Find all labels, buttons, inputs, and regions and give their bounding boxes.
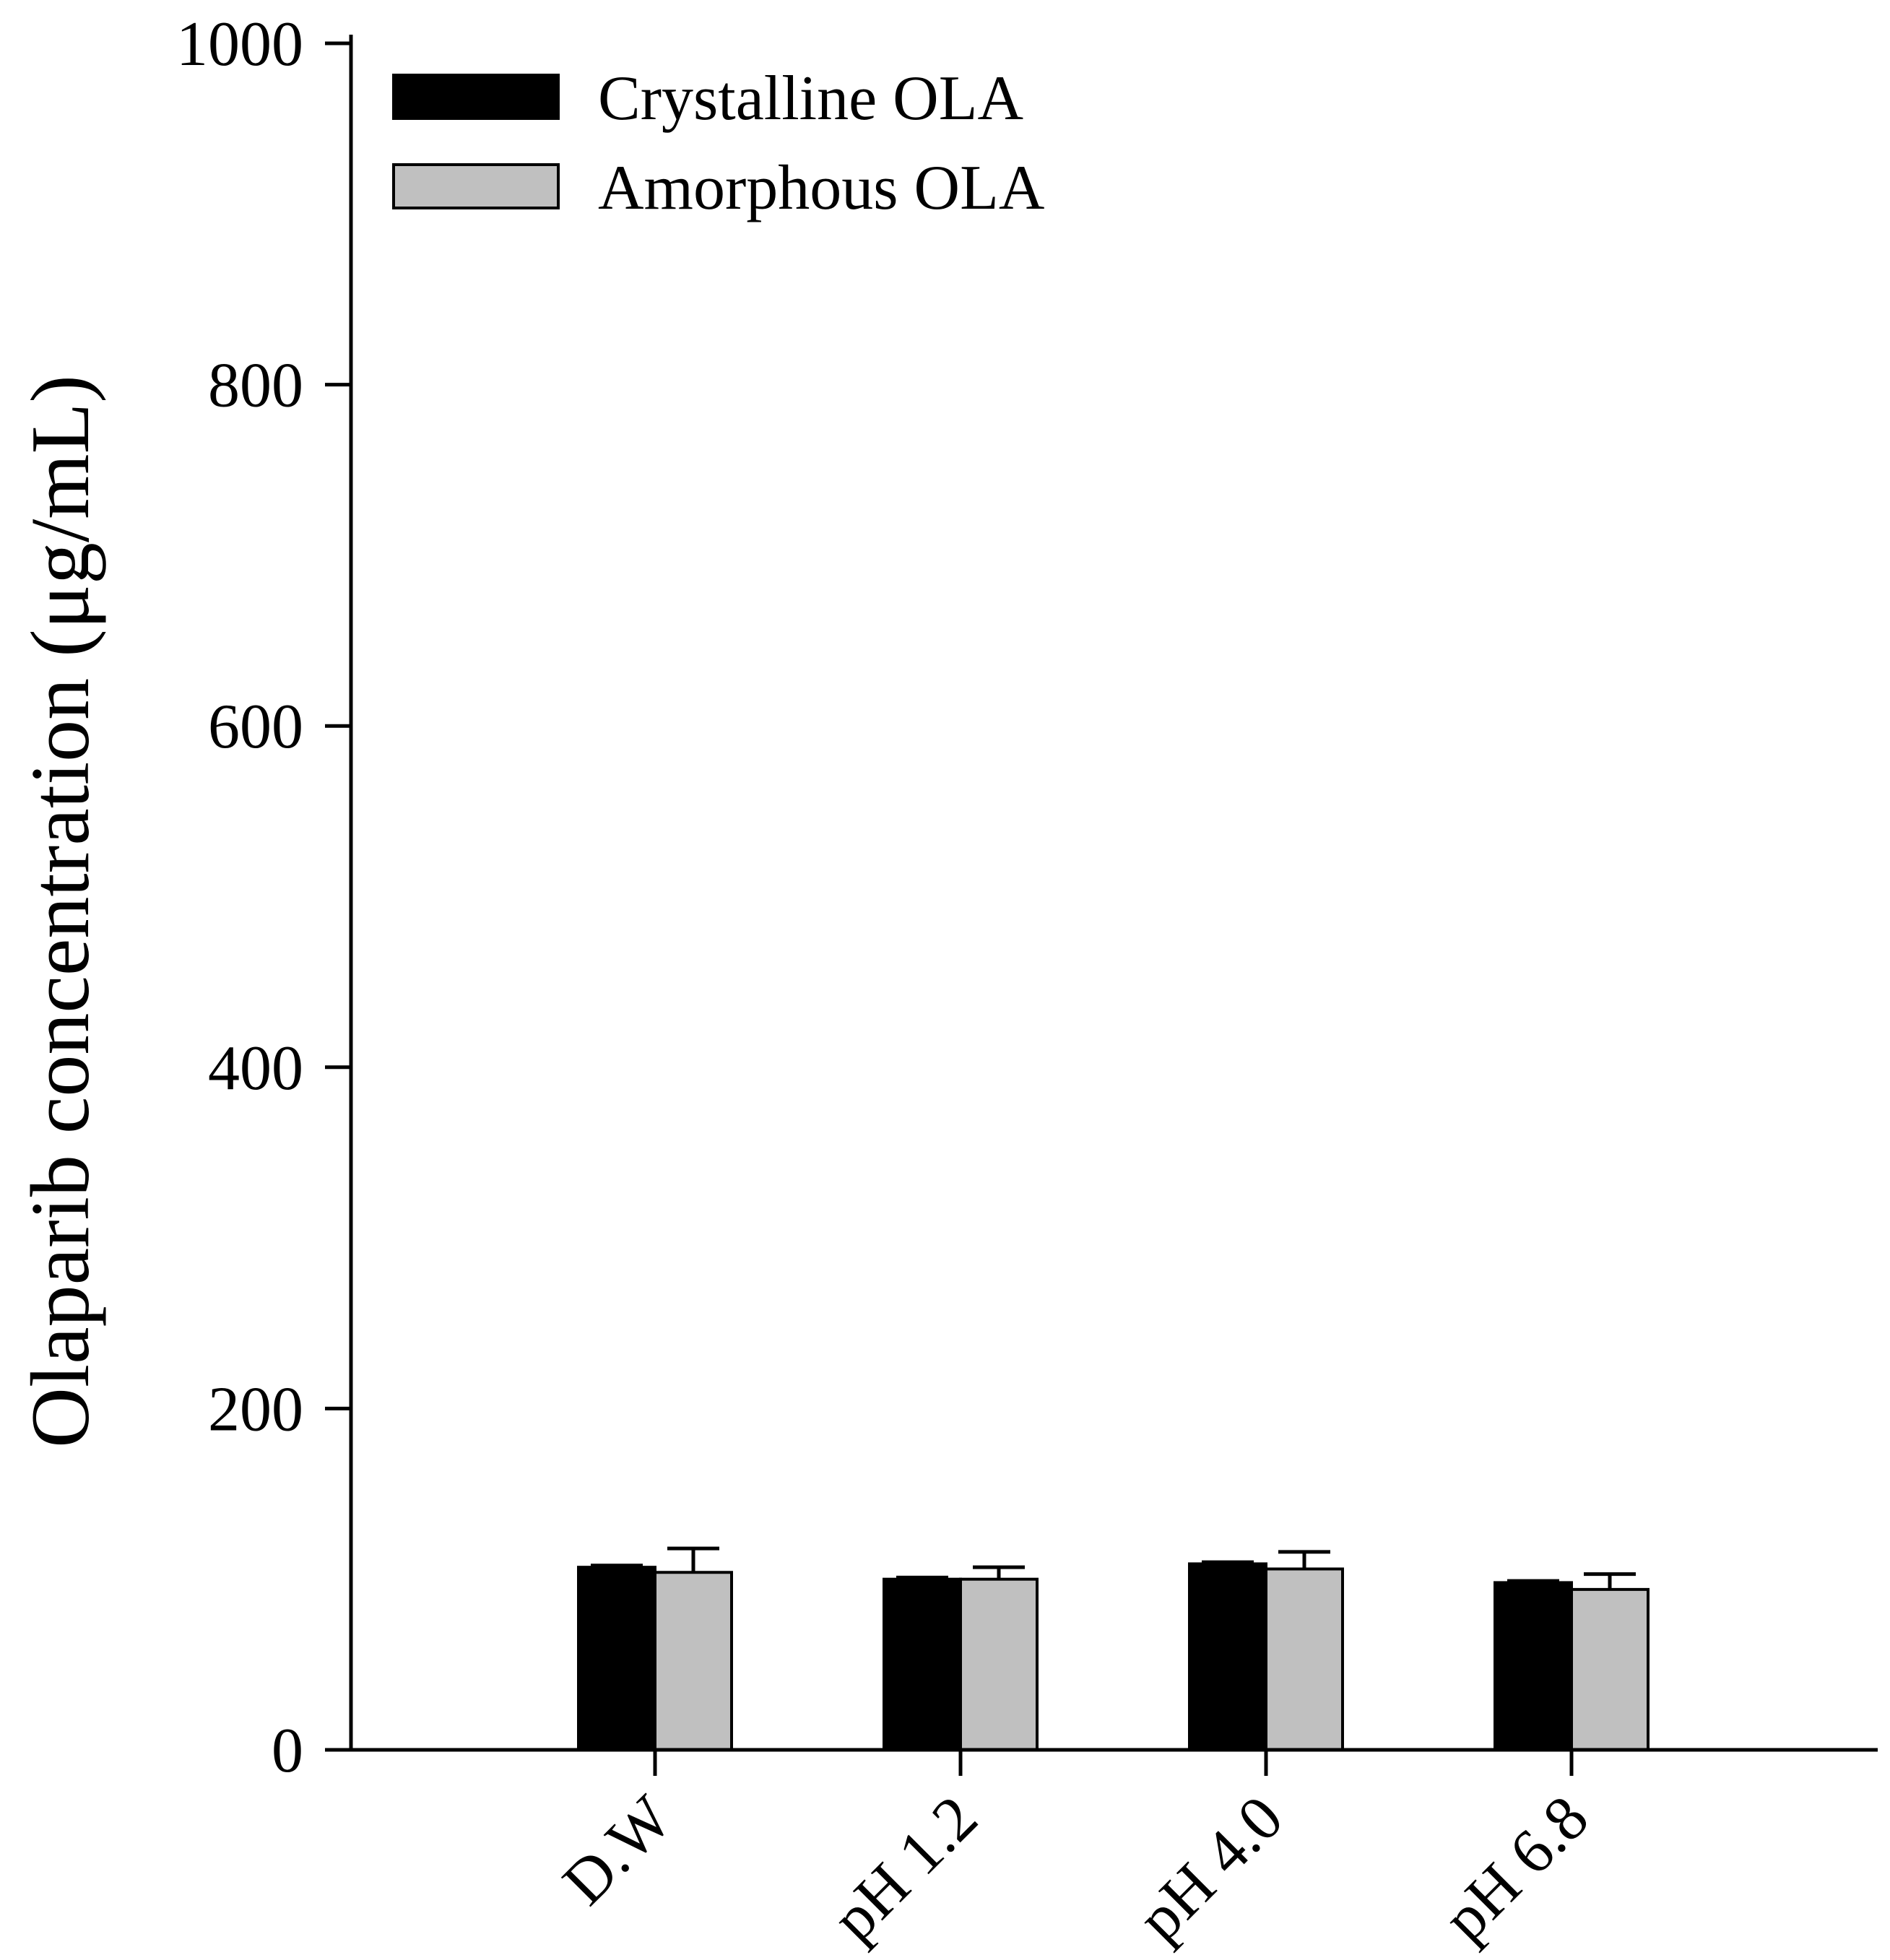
legend-swatch-crystalline	[392, 74, 560, 120]
bar-amorphous-2	[1265, 1567, 1344, 1751]
axes	[349, 35, 1878, 1752]
x-category-label: pH 6.8	[1430, 1783, 1602, 1955]
bar-amorphous-0	[654, 1571, 733, 1752]
y-tick-label: 400	[208, 1033, 303, 1103]
error-bars	[591, 1546, 1636, 1590]
x-category-label: pH 1.2	[819, 1783, 991, 1955]
x-category-label: D.W	[550, 1783, 685, 1919]
bar-crystalline-3	[1494, 1581, 1573, 1752]
y-tick-label: 0	[272, 1716, 303, 1786]
legend-label-crystalline: Crystalline OLA	[598, 64, 1023, 134]
bar-amorphous-1	[959, 1577, 1039, 1751]
y-axis-ticks: 0 200 400 600 800 1000	[176, 9, 351, 1786]
y-axis-title: Olaparib concentration (μg/mL)	[14, 375, 107, 1448]
x-category-label: pH 4.0	[1124, 1783, 1296, 1955]
bar-amorphous-3	[1570, 1587, 1650, 1751]
bar-crystalline-1	[883, 1577, 962, 1751]
legend-label-amorphous: Amorphous OLA	[598, 153, 1044, 223]
y-tick-label: 200	[208, 1374, 303, 1444]
bar-crystalline-0	[577, 1566, 656, 1751]
legend: Crystalline OLA Amorphous OLA	[392, 64, 1044, 223]
x-axis-ticks: D.W pH 1.2 pH 4.0 pH 6.8	[550, 1750, 1602, 1955]
y-tick-label: 1000	[176, 9, 303, 79]
y-tick-label: 600	[208, 692, 303, 762]
bar-crystalline-2	[1188, 1562, 1267, 1752]
bar-series	[577, 1562, 1650, 1752]
legend-swatch-amorphous	[392, 163, 560, 209]
y-tick-label: 800	[208, 351, 303, 421]
